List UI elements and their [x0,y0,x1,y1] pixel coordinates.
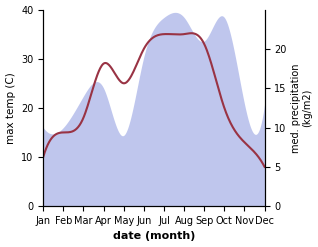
Y-axis label: med. precipitation
(kg/m2): med. precipitation (kg/m2) [291,63,313,153]
Y-axis label: max temp (C): max temp (C) [5,72,16,144]
X-axis label: date (month): date (month) [113,231,195,242]
